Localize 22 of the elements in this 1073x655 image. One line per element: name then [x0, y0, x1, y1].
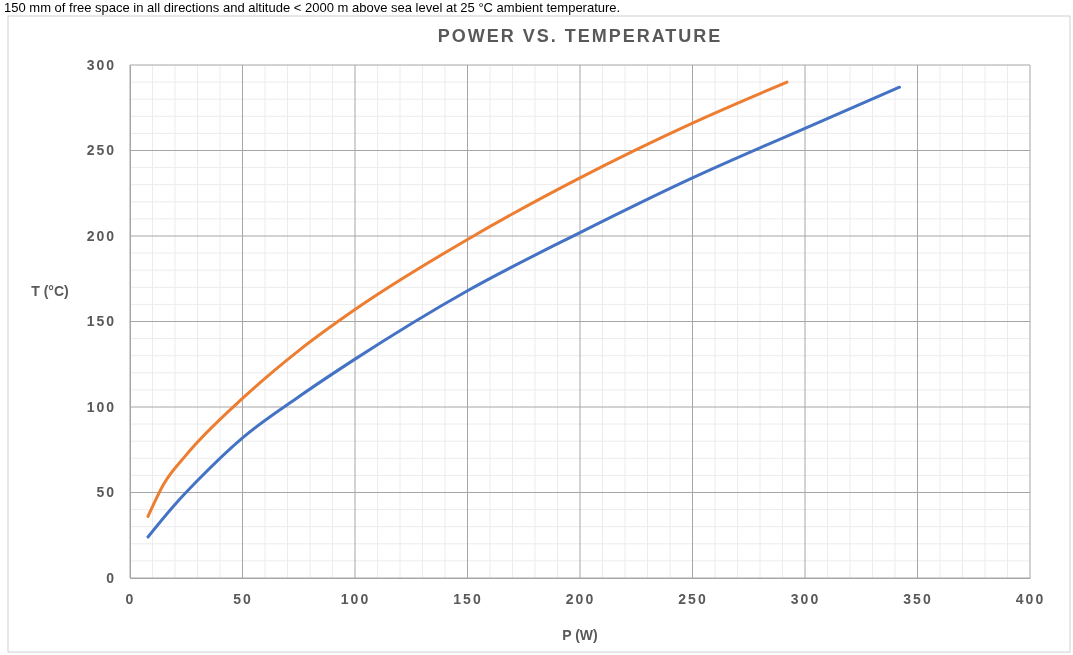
x-axis-title: P (W): [562, 627, 598, 643]
x-tick-label: 350: [903, 590, 933, 607]
x-tick-label: 150: [453, 590, 483, 607]
y-tick-label: 0: [106, 569, 116, 586]
y-tick-label: 200: [86, 227, 116, 244]
text: 150 mm of free space in all directions and altitude < 2000 m above sea level at 25 °C ambient temperature.: [4, 0, 621, 15]
x-tick-label: 400: [1015, 590, 1046, 607]
line-series: [146, 80, 789, 518]
line-series: [146, 85, 901, 539]
x-tick-label: 200: [565, 590, 596, 607]
y-tick-label: 250: [86, 142, 116, 159]
x-tick-label: 50: [233, 590, 253, 607]
x-tick-label: 0: [125, 590, 136, 607]
y-tick-label: 100: [86, 398, 116, 415]
y-tick-label: 150: [86, 313, 116, 330]
chart-title: POWER VS. TEMPERATURE: [437, 26, 723, 46]
y-tick-label: 50: [96, 484, 116, 501]
y-tick-label: 300: [86, 56, 116, 73]
x-tick-label: 300: [790, 590, 821, 607]
y-axis-title: T (°C): [31, 283, 69, 299]
x-tick-label: 250: [678, 590, 708, 607]
x-tick-label: 100: [340, 590, 371, 607]
